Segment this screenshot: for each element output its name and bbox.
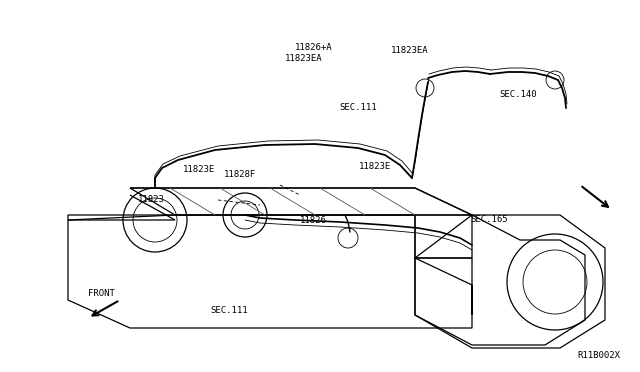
Text: 11823: 11823 (138, 195, 164, 203)
Text: SEC.140: SEC.140 (499, 90, 537, 99)
Text: 11826+A: 11826+A (294, 43, 332, 52)
Text: SEC.111: SEC.111 (210, 306, 248, 315)
Text: SEC.165: SEC.165 (470, 215, 508, 224)
Text: 11826: 11826 (300, 216, 326, 225)
Text: R11B002X: R11B002X (577, 350, 620, 359)
Text: 11823EA: 11823EA (285, 54, 323, 63)
Text: 11823EA: 11823EA (390, 46, 428, 55)
Text: 11828F: 11828F (224, 170, 256, 179)
Text: SEC.111: SEC.111 (339, 103, 377, 112)
Text: 11823E: 11823E (358, 162, 390, 171)
Text: FRONT: FRONT (88, 289, 115, 298)
Text: 11823E: 11823E (182, 165, 214, 174)
